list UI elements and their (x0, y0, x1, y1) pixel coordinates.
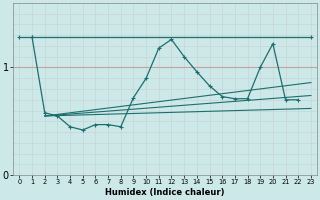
X-axis label: Humidex (Indice chaleur): Humidex (Indice chaleur) (105, 188, 225, 197)
